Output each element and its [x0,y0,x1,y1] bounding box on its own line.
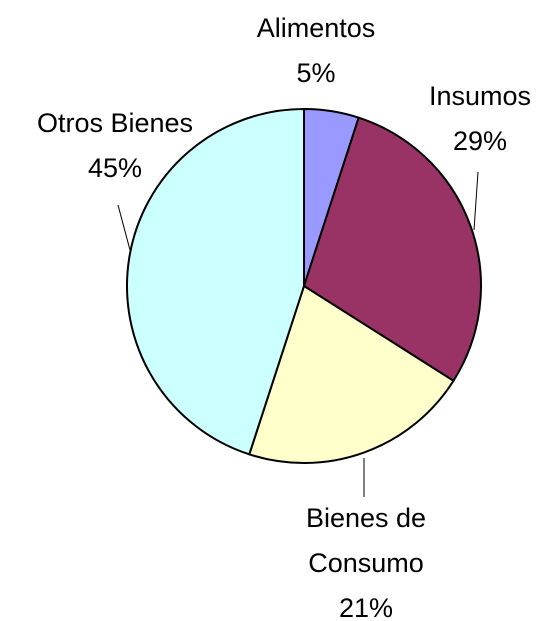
category-label-line: Otros Bienes [37,108,193,138]
pie-slice [302,116,482,383]
category-label: Bienes de Consumo [306,503,426,578]
value-label: 5% [296,58,335,88]
category-label-line: Consumo [308,548,424,578]
leader-line [117,204,131,251]
pie-slice [248,284,455,464]
value-label: 45% [88,153,142,183]
pie-slice [126,107,305,456]
category-label: Otros Bienes [37,108,193,138]
category-label: Insumos [429,81,531,111]
leader-line [473,171,479,231]
category-label-line: Alimentos [257,13,376,43]
value-label: 21% [339,593,393,621]
value-label: 29% [453,126,507,156]
category-label-line: Bienes de [306,503,426,533]
category-label-line: Insumos [429,81,531,111]
category-label: Alimentos [257,13,376,43]
